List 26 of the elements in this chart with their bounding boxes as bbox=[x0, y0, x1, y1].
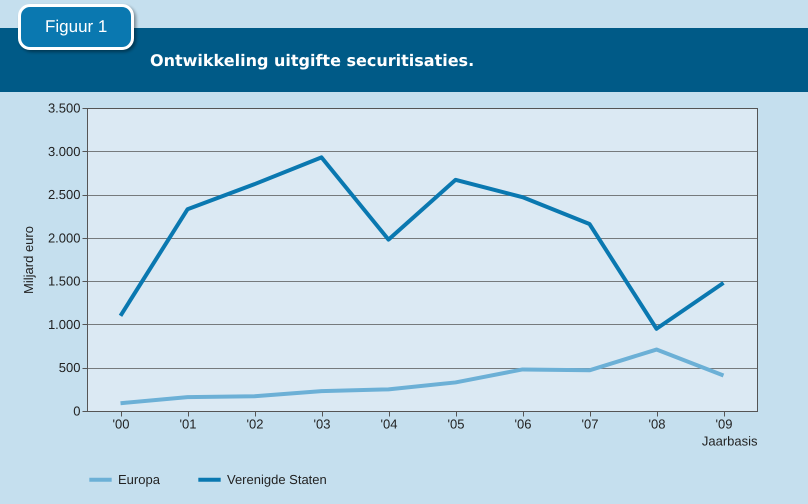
y-tick-label: 2.500 bbox=[48, 187, 80, 202]
chart-subtitle: Ontwikkeling uitgifte securitisaties. bbox=[150, 51, 474, 70]
y-tick-label: 2.000 bbox=[48, 230, 80, 246]
y-tick-label: 3.500 bbox=[48, 100, 80, 116]
y-tick-label: 0 bbox=[73, 404, 80, 418]
y-tick-label: 500 bbox=[58, 360, 80, 376]
x-tick-label: '00 bbox=[112, 416, 130, 432]
x-tick-label: '09 bbox=[716, 416, 732, 432]
y-tick-label: 1.500 bbox=[48, 274, 80, 289]
legend-label: Europa bbox=[118, 472, 161, 487]
x-tick-label: '01 bbox=[180, 416, 196, 432]
x-tick-label: '07 bbox=[582, 416, 598, 432]
y-tick-label: 3.000 bbox=[48, 144, 80, 159]
chart-title: Figuur 1 bbox=[18, 4, 134, 50]
y-tick-label: 1.000 bbox=[48, 316, 80, 332]
line-series bbox=[118, 155, 726, 331]
x-tick-label: '08 bbox=[648, 416, 666, 432]
y-axis-title: Miljard euro bbox=[20, 226, 36, 294]
x-tick-label: '06 bbox=[514, 416, 532, 432]
x-tick-label: '03 bbox=[314, 416, 330, 432]
x-axis-title: Jaarbasis bbox=[702, 434, 758, 448]
legend-label: Verenigde Staten bbox=[227, 472, 327, 487]
line-series bbox=[118, 348, 726, 406]
x-tick-label: '04 bbox=[380, 416, 398, 432]
x-tick-label: '05 bbox=[448, 416, 464, 432]
x-tick-label: '02 bbox=[246, 416, 264, 432]
